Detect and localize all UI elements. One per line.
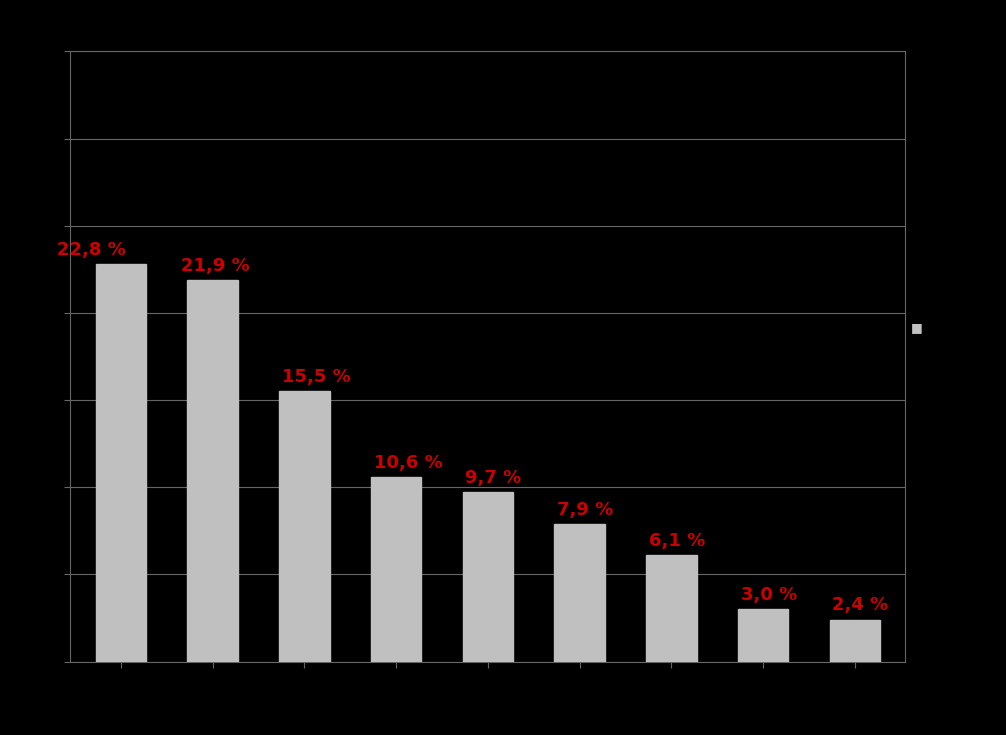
Bar [463, 492, 513, 662]
Text: 15,5 %: 15,5 % [282, 368, 351, 386]
Text: 9,7 %: 9,7 % [466, 469, 522, 487]
Text: ■: ■ [910, 320, 923, 334]
Bar [646, 555, 696, 662]
Bar [371, 477, 422, 662]
Text: 7,9 %: 7,9 % [557, 501, 614, 519]
Text: 22,8 %: 22,8 % [57, 241, 126, 259]
Bar [187, 280, 237, 662]
Bar [554, 524, 605, 662]
Bar [96, 264, 146, 662]
Text: 2,4 %: 2,4 % [832, 596, 888, 614]
Text: 3,0 %: 3,0 % [740, 586, 797, 604]
Text: 6,1 %: 6,1 % [649, 532, 705, 550]
Bar [738, 609, 789, 662]
Text: 10,6 %: 10,6 % [373, 453, 443, 472]
Bar [830, 620, 880, 662]
Bar [279, 391, 330, 662]
Text: 21,9 %: 21,9 % [181, 257, 249, 275]
